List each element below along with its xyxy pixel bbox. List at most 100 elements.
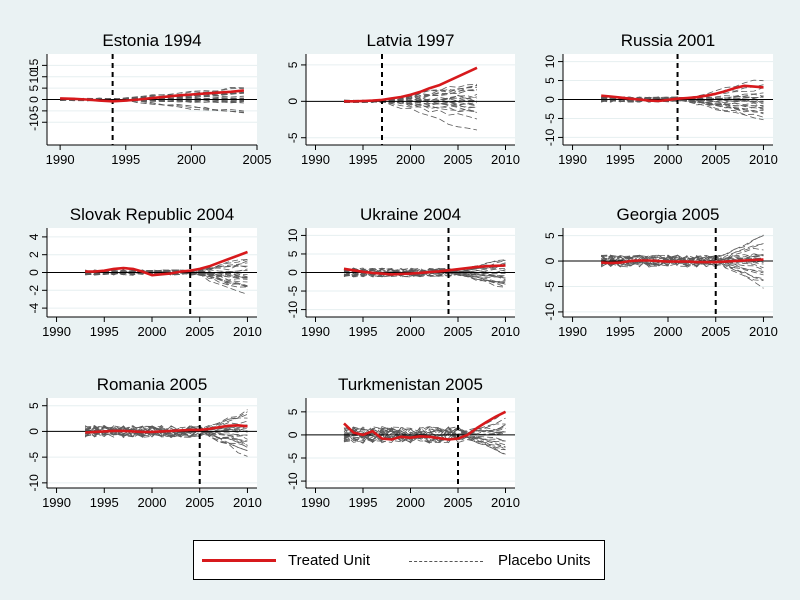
x-tick-label: 2005 [444,324,473,339]
placebo-line [84,425,248,457]
y-tick-label: -10 [286,472,300,490]
x-tick-label: 2000 [177,152,206,167]
placebo-line [343,426,506,455]
y-tick-label: 5 [543,232,557,239]
x-tick-label: 1990 [301,324,330,339]
placebo-line [343,426,506,443]
y-tick-label: 5 [27,402,41,409]
x-tick-label: 2005 [185,495,214,510]
x-tick-label: 1990 [301,152,330,167]
y-tick-label: -5 [286,285,300,296]
y-tick-label: -10 [27,113,41,131]
y-tick-label: 10 [543,55,557,69]
placebo-line [84,424,248,440]
panel-6: 1990 1995 2000 2005 2010 -10 -5 0 5 Georgia 2005 [543,205,778,339]
panel-7: 1990 1995 2000 2005 2010 -10 -5 0 5 Romania 2005 [27,375,262,510]
y-tick-label: -10 [27,474,41,492]
y-tick-label: 10 [286,228,300,242]
panel-title: Latvia 1997 [367,31,455,50]
panel-title: Slovak Republic 2004 [70,205,234,224]
legend-placebo-swatch [409,561,483,562]
y-tick-label: -5 [27,451,41,462]
y-tick-label: 0 [27,269,41,276]
panel-title: Russia 2001 [621,31,716,50]
x-tick-label: 1995 [349,324,378,339]
legend-treated-swatch [202,559,276,562]
legend-placebo-label: Placebo Units [498,552,591,569]
y-tick-label: -5 [286,452,300,463]
placebo-line [600,255,764,266]
x-tick-label: 2000 [396,495,425,510]
y-tick-label: 0 [286,269,300,276]
placebo-line [343,426,506,451]
panel-title: Romania 2005 [97,375,208,394]
panel-5: 1990 1995 2000 2005 2010 -10 -5 0 5 10 Ukraine 200… [286,205,520,339]
y-tick-label: 0 [286,431,300,438]
placebo-line [601,243,764,268]
panel-title: Turkmenistan 2005 [338,375,483,394]
y-tick-label: 4 [27,233,41,240]
x-tick-label: 2010 [491,495,520,510]
x-tick-label: 2010 [233,324,262,339]
x-tick-label: 2005 [444,495,473,510]
x-tick-label: 1990 [42,324,71,339]
y-tick-label: 0 [543,257,557,264]
placebo-line [343,426,506,444]
x-tick-label: 2000 [396,152,425,167]
x-tick-label: 2010 [491,152,520,167]
y-tick-label: 15 [27,58,41,72]
y-tick-label: 0 [543,96,557,103]
x-tick-label: 2010 [749,324,778,339]
placebo-line [601,96,764,121]
y-tick-label: -4 [27,302,41,313]
placebo-line [343,83,478,104]
y-tick-label: -5 [27,105,41,116]
treated-line [343,410,507,441]
x-tick-label: 2005 [701,324,730,339]
legend-treated-label: Treated Unit [288,552,370,569]
panel-4: 1990 1995 2000 2005 2010 -4 -2 0 2 4 Slovak Republ… [27,205,262,339]
y-tick-label: -2 [27,285,41,296]
panel-title: Ukraine 2004 [360,205,461,224]
y-tick-label: 5 [543,77,557,84]
x-tick-label: 2010 [491,324,520,339]
y-tick-label: -10 [543,128,557,146]
x-tick-label: 2000 [138,324,167,339]
x-tick-label: 1990 [46,152,75,167]
x-tick-label: 1995 [606,152,635,167]
x-tick-label: 1990 [558,152,587,167]
placebo-line [601,254,764,271]
panel-2: 1990 1995 2000 2005 2010 -5 0 5 Latvia 1997 [286,31,520,167]
x-tick-label: 1995 [349,495,378,510]
x-tick-label: 1995 [349,152,378,167]
x-tick-label: 1990 [301,495,330,510]
treated-line [85,250,248,277]
x-tick-label: 1990 [42,495,71,510]
placebo-line [343,417,506,444]
x-tick-label: 1995 [90,495,119,510]
x-tick-label: 2010 [749,152,778,167]
x-tick-label: 2005 [444,152,473,167]
placebo-line [85,269,248,276]
panel-3: 1990 1995 2000 2005 2010 -10 -5 0 5 10 Russia 2001 [543,31,778,167]
y-tick-label: -5 [543,281,557,292]
treated-line [344,66,478,103]
treated-line [601,258,764,265]
plot-area [563,228,773,317]
x-tick-label: 2000 [654,324,683,339]
y-tick-label: 5 [286,408,300,415]
x-tick-label: 1995 [606,324,635,339]
legend: Treated Unit Placebo Units [193,540,605,580]
placebo-line [601,254,764,269]
x-tick-label: 1990 [558,324,587,339]
panel-title: Georgia 2005 [616,205,719,224]
x-tick-label: 1995 [111,152,140,167]
y-tick-label: 10 [27,70,41,84]
placebo-line [600,254,764,264]
x-tick-label: 2000 [654,152,683,167]
treated-line [85,423,248,434]
placebo-line [84,425,248,438]
y-tick-label: -5 [543,113,557,124]
x-tick-label: 2005 [185,324,214,339]
